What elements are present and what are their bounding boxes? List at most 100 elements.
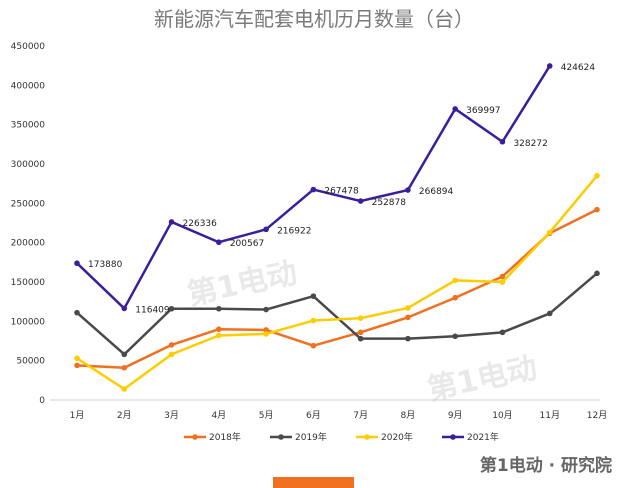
- data-point: [121, 386, 128, 392]
- data-point: [594, 206, 600, 213]
- data-point: [499, 329, 506, 336]
- data-label: 266894: [419, 187, 454, 197]
- data-point: [216, 305, 222, 312]
- data-point: [594, 173, 600, 179]
- legend-label: 2018年: [209, 431, 241, 443]
- legend-item-2019年: 2019年: [270, 431, 327, 443]
- footer-bar: [273, 477, 354, 488]
- data-label: 328272: [513, 139, 547, 149]
- data-point: [263, 306, 269, 313]
- data-point: [452, 106, 458, 112]
- legend: 2018年 2019年 2020年 2021年: [184, 431, 499, 443]
- y-tick-label: 350000: [11, 121, 46, 131]
- x-tick-label: 2月: [117, 410, 132, 421]
- data-point: [121, 351, 128, 358]
- data-point: [499, 273, 506, 280]
- y-tick-label: 200000: [11, 239, 46, 249]
- y-tick-label: 400000: [11, 81, 46, 91]
- x-axis-ticks: 1月 2月 3月 4月 5月 6月 7月 8月 9月 10月 11月 12月: [70, 410, 608, 421]
- x-tick-label: 9月: [448, 410, 463, 421]
- data-point: [168, 305, 175, 312]
- data-label: 116409: [135, 305, 170, 315]
- legend-item-2020年: 2020年: [356, 431, 413, 443]
- data-point: [310, 317, 317, 324]
- data-point: [74, 362, 80, 369]
- data-label: 200567: [230, 239, 264, 249]
- x-tick-label: 1月: [70, 410, 85, 421]
- data-point: [594, 270, 600, 277]
- data-point: [216, 239, 222, 246]
- data-label: 216922: [277, 226, 311, 236]
- data-point: [310, 342, 317, 349]
- data-point: [121, 364, 128, 371]
- series-line: [76, 208, 598, 369]
- data-point: [405, 314, 411, 321]
- data-point: [168, 219, 175, 225]
- series-layer: [74, 63, 600, 392]
- data-point: [452, 333, 458, 340]
- x-tick-label: 10月: [492, 410, 512, 421]
- data-point: [499, 138, 506, 145]
- data-point: [310, 293, 317, 299]
- legend-swatch-marker: [450, 434, 456, 440]
- data-point: [405, 187, 411, 193]
- legend-swatch-marker: [192, 434, 198, 440]
- data-point: [546, 229, 553, 236]
- data-point: [263, 331, 269, 337]
- brand-text: 第1电动 · 研究院: [480, 455, 612, 476]
- data-point: [357, 329, 364, 336]
- data-labels: 173880 116409 226336 200567 216922 267478 2528…: [88, 63, 595, 315]
- data-point: [499, 279, 506, 285]
- series-2018年: [74, 206, 600, 371]
- brand-logo: 第1电动 · 研究院: [480, 455, 612, 476]
- series-2021年: [74, 63, 553, 312]
- x-tick-label: 7月: [353, 410, 368, 421]
- legend-swatch-marker: [278, 434, 284, 440]
- data-point: [546, 63, 553, 69]
- data-label: 424624: [561, 63, 596, 73]
- legend-swatch-marker: [364, 434, 370, 440]
- y-tick-label: 100000: [11, 317, 46, 327]
- data-point: [405, 335, 411, 342]
- data-point: [357, 315, 364, 321]
- data-point: [168, 351, 175, 358]
- x-tick-label: 6月: [306, 410, 321, 421]
- data-point: [263, 327, 269, 333]
- y-axis-ticks: 0 50000 100000 150000 200000 250000 300000 3500…: [11, 42, 46, 406]
- x-tick-label: 4月: [211, 410, 226, 421]
- data-point: [546, 310, 553, 317]
- legend-item-2021年: 2021年: [442, 431, 499, 443]
- data-point: [168, 342, 175, 348]
- y-tick-label: 250000: [11, 199, 46, 209]
- data-label: 267478: [324, 187, 359, 197]
- series-2020年: [74, 173, 600, 392]
- legend-label: 2021年: [467, 431, 499, 443]
- data-point: [74, 355, 80, 362]
- data-label: 369997: [466, 106, 500, 116]
- y-tick-label: 300000: [11, 160, 46, 170]
- y-tick-label: 150000: [11, 278, 46, 288]
- series-line: [76, 174, 598, 391]
- watermark-2: 第1电动: [424, 351, 540, 408]
- data-point: [121, 305, 128, 312]
- data-point: [452, 294, 458, 301]
- x-tick-label: 3月: [164, 410, 179, 421]
- data-point: [357, 335, 364, 342]
- data-point: [310, 186, 317, 193]
- y-tick-label: 50000: [16, 357, 45, 367]
- data-point: [216, 326, 222, 333]
- chart-title: 新能源汽车配套电机历月数量（台）: [154, 7, 474, 31]
- x-tick-label: 5月: [259, 410, 274, 421]
- y-tick-label: 450000: [11, 42, 46, 52]
- data-point: [357, 198, 364, 204]
- data-point: [216, 332, 222, 339]
- legend-item-2018年: 2018年: [184, 431, 241, 443]
- data-point: [74, 309, 80, 316]
- y-tick-label: 0: [39, 396, 45, 406]
- data-point: [263, 226, 269, 233]
- data-point: [452, 277, 458, 284]
- x-tick-label: 11月: [540, 410, 560, 421]
- series-line: [76, 272, 598, 356]
- legend-label: 2019年: [295, 431, 327, 443]
